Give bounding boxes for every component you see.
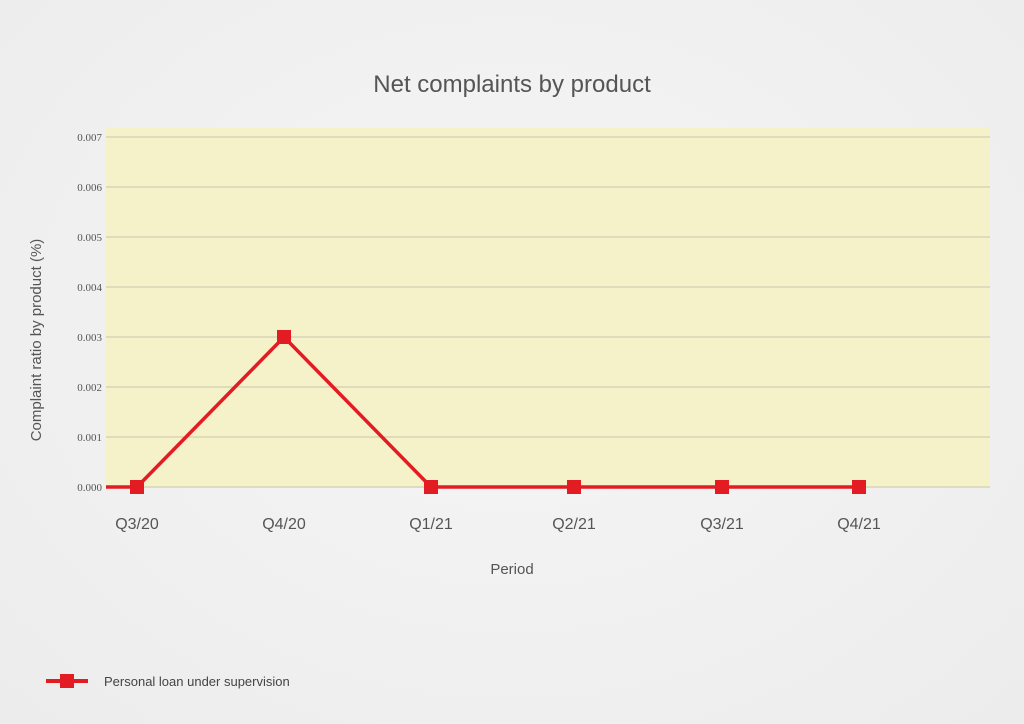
plot-area — [106, 128, 990, 488]
y-tick-label: 0.003 — [77, 332, 102, 344]
y-tick-label: 0.006 — [77, 182, 102, 194]
data-point — [130, 480, 144, 494]
y-tick-label: 0.002 — [77, 382, 102, 394]
y-tick-label: 0.004 — [77, 282, 102, 294]
x-axis-label: Period — [490, 561, 533, 578]
y-axis-label: Complaint ratio by product (%) — [28, 239, 45, 442]
y-tick-label: 0.007 — [77, 132, 102, 144]
x-tick-label: Q1/21 — [409, 516, 453, 533]
data-point — [715, 480, 729, 494]
x-tick-label: Q3/21 — [700, 516, 744, 533]
y-axis-ticks: 0.000 0.001 0.002 0.003 0.004 0.005 0.006 0.007 — [77, 132, 102, 494]
x-tick-label: Q4/21 — [837, 516, 881, 533]
y-tick-label: 0.005 — [77, 232, 102, 244]
x-tick-label: Q2/21 — [552, 516, 596, 533]
gridlines — [106, 136, 990, 488]
data-point — [567, 480, 581, 494]
legend: Personal loan under supervision — [46, 674, 290, 689]
x-axis-ticks: Q3/20 Q4/20 Q1/21 Q2/21 Q3/21 Q4/21 — [115, 516, 881, 533]
x-tick-label: Q3/20 — [115, 516, 159, 533]
data-point — [852, 480, 866, 494]
chart-title: Net complaints by product — [373, 71, 651, 98]
y-tick-label: 0.001 — [77, 432, 102, 444]
x-tick-label: Q4/20 — [262, 516, 306, 533]
series-line — [135, 334, 859, 489]
legend-marker — [60, 674, 74, 688]
y-tick-label: 0.000 — [77, 482, 102, 494]
data-point — [424, 480, 438, 494]
data-point — [277, 330, 291, 344]
legend-label: Personal loan under supervision — [104, 674, 290, 689]
series-layer — [106, 330, 866, 494]
